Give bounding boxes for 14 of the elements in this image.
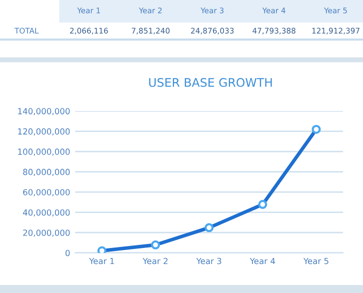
x-tick-label: Year 5 <box>303 258 328 264</box>
y-tick-label: 60,000,000 <box>23 189 70 196</box>
chart-title: USER BASE GROWTH <box>149 78 272 87</box>
x-tick-label: Year 4 <box>250 258 275 264</box>
y-tick-label: 0 <box>66 250 70 256</box>
y-tick-label: 20,000,000 <box>23 230 70 237</box>
y-tick-label: 140,000,000 <box>18 108 70 116</box>
y-tick-label: 80,000,000 <box>23 168 70 176</box>
x-tick-label: Year 1 <box>89 258 114 264</box>
y-tick-label: 120,000,000 <box>18 128 70 136</box>
y-tick-label: 40,000,000 <box>22 209 70 216</box>
x-tick-label: Year 3 <box>196 258 222 264</box>
y-tick-label: 100,000,000 <box>18 148 70 156</box>
x-tick-label: Year 2 <box>142 258 168 264</box>
